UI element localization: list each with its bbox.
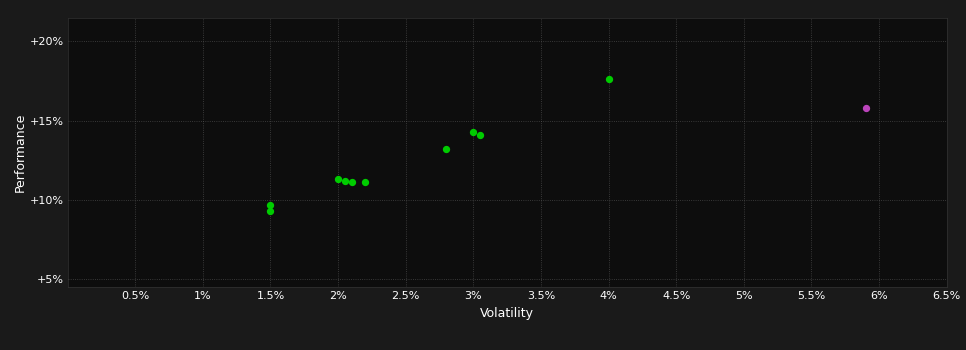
Point (330, 176, 346, 182)
Point (263, 202, 278, 207)
Y-axis label: Performance: Performance (14, 113, 26, 192)
Point (858, 105, 873, 111)
Point (601, 77, 616, 82)
Point (337, 178, 353, 184)
Point (466, 129, 481, 134)
Point (472, 132, 488, 138)
Point (439, 146, 454, 152)
Point (263, 208, 278, 214)
Point (344, 180, 359, 185)
X-axis label: Volatility: Volatility (480, 307, 534, 320)
Point (357, 180, 373, 185)
